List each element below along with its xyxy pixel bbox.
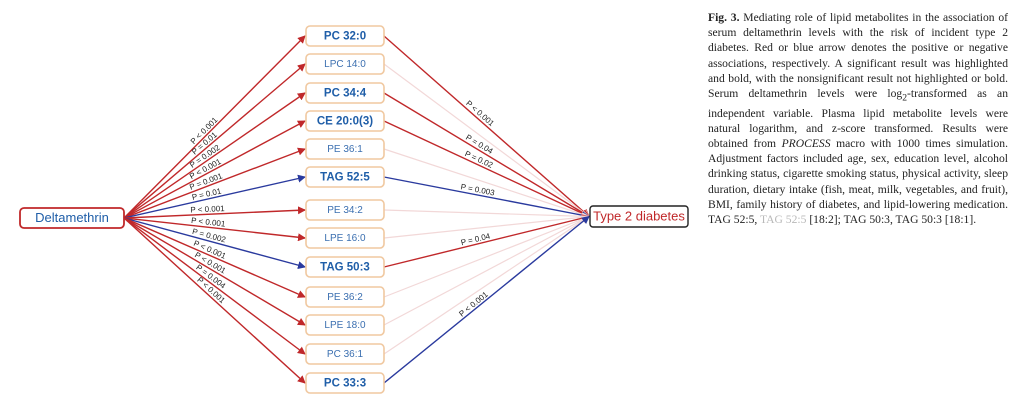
metabolite-label: PC 34:4 [324, 88, 367, 100]
metabolite-node: PC 34:4 [305, 82, 385, 104]
a-path-arrow [123, 63, 306, 219]
metabolite-node: PC 36:1 [305, 343, 385, 365]
b-path-arrow [383, 214, 590, 268]
metabolite-label: TAG 50:3 [320, 262, 370, 274]
metabolite-node: PC 32:0 [305, 25, 385, 47]
exposure-node-box [19, 207, 125, 229]
metabolite-node-box [305, 372, 385, 394]
metabolite-node: PC 33:3 [305, 372, 385, 394]
a-path-arrow [123, 217, 306, 270]
metabolite-label: PE 36:2 [327, 292, 363, 303]
metabolite-node: PE 36:2 [305, 286, 385, 308]
metabolite-node: TAG 52:5 [305, 166, 385, 188]
a-path-arrow [123, 217, 306, 326]
b-path-arrow-nonsignificant [383, 209, 590, 221]
a-path-arrow [123, 217, 306, 298]
caption-text-3: macro with 1000 times simulation. Adjust… [708, 136, 1008, 226]
figure-caption: Fig. 3. Mediating role of lipid metaboli… [708, 10, 1008, 227]
b-path-arrow [383, 215, 590, 384]
metabolite-node: LPC 14:0 [305, 53, 385, 75]
metabolite-label: TAG 52:5 [320, 172, 370, 184]
metabolite-node-box [305, 25, 385, 47]
metabolite-node-box [305, 82, 385, 104]
metabolite-node: LPE 16:0 [305, 227, 385, 249]
b-path-arrow-nonsignificant [383, 63, 590, 218]
exposure-label: Deltamethrin [35, 210, 109, 225]
a-path-arrow [123, 217, 306, 384]
b-path-arrow-nonsignificant [383, 215, 590, 326]
caption-subscript: 2 [902, 92, 908, 104]
b-path-arrow-nonsignificant [383, 213, 590, 239]
metabolite-node-box [305, 53, 385, 75]
outcome-label: Type 2 diabetes [593, 208, 685, 223]
outcome-node-box [589, 205, 689, 228]
metabolite-label: CE 20:0(3) [317, 116, 373, 128]
metabolite-node: TAG 50:3 [305, 256, 385, 278]
outcome-node: Type 2 diabetes [589, 205, 689, 228]
caption-macro-name: PROCESS [781, 136, 831, 150]
metabolite-node: LPE 18:0 [305, 314, 385, 336]
metabolite-node-box [305, 314, 385, 336]
a-path-p-label: P < 0.001 [190, 204, 225, 215]
exposure-node: Deltamethrin [19, 207, 125, 229]
metabolite-node-box [305, 286, 385, 308]
metabolite-node-box [305, 227, 385, 249]
metabolite-label: PC 32:0 [324, 31, 366, 43]
metabolite-node-box [305, 166, 385, 188]
metabolite-node-box [305, 138, 385, 160]
a-path-p-label: P < 0.001 [191, 216, 227, 229]
metabolite-label: LPE 16:0 [324, 233, 366, 244]
caption-text-1: Mediating role of lipid metabolites in t… [708, 11, 1008, 101]
a-path-arrow [123, 206, 306, 219]
b-path-p-label: P < 0.001 [464, 99, 496, 129]
metabolite-node-box [305, 256, 385, 278]
metabolite-label: LPE 18:0 [324, 320, 366, 331]
b-path-arrow-nonsignificant [383, 148, 590, 219]
metabolite-node: PE 36:1 [305, 138, 385, 160]
node-layer: PC 32:0 LPC 14:0 PC 34:4 CE 20:0(3) PE 36:1 T… [19, 25, 689, 394]
metabolite-label: PC 36:1 [327, 349, 364, 360]
a-path-arrow [123, 174, 306, 219]
a-path-arrow [123, 217, 306, 242]
metabolite-node-box [305, 199, 385, 221]
metabolite-label: PE 34:2 [327, 205, 363, 216]
metabolite-node: PE 34:2 [305, 199, 385, 221]
b-path-arrow-nonsignificant [383, 215, 590, 355]
caption-text-2: -transformed as an independent variable.… [708, 87, 1008, 150]
figure-label: Fig. 3. [708, 11, 740, 24]
caption-text-4: [18:2]; TAG 50:3, TAG 50:3 [18:1]. [806, 212, 977, 226]
metabolite-node: CE 20:0(3) [305, 110, 385, 132]
a-path-arrow [123, 35, 306, 219]
b-path-arrow-nonsignificant [383, 215, 590, 298]
caption-faint-text: TAG 52:5 [760, 212, 807, 226]
a-path-arrow [123, 147, 306, 219]
metabolite-label: PE 36:1 [327, 144, 363, 155]
a-path-arrow [123, 217, 306, 355]
metabolite-node-box [305, 110, 385, 132]
metabolite-node-box [305, 343, 385, 365]
b-path-arrow [383, 35, 590, 218]
a-path-arrow [123, 92, 306, 219]
metabolite-label: PC 33:3 [324, 378, 366, 390]
b-path-arrow [383, 120, 590, 218]
b-path-arrow [383, 92, 590, 218]
metabolite-label: LPC 14:0 [324, 59, 366, 70]
a-path-arrow [123, 120, 306, 219]
b-path-arrow [383, 176, 590, 220]
